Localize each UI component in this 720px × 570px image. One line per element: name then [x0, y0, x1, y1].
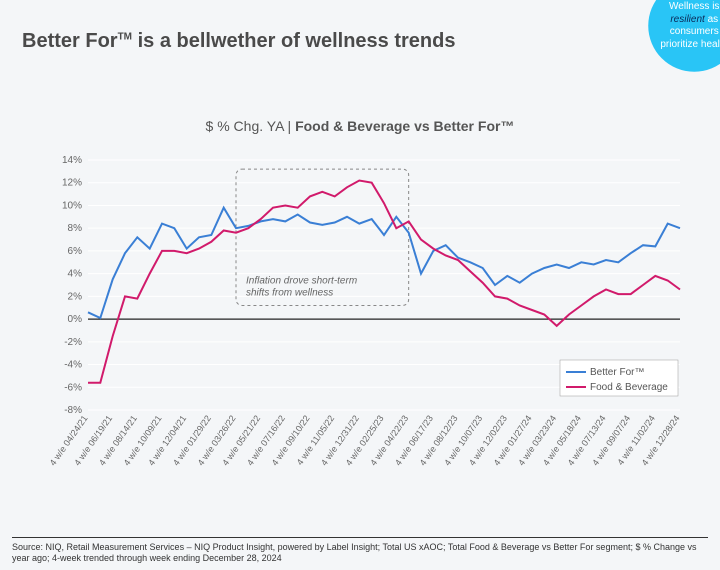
- callout-line2: as: [705, 13, 718, 24]
- page-title: Better ForTM is a bellwether of wellness…: [22, 30, 455, 53]
- svg-text:Inflation drove short-term: Inflation drove short-term: [246, 275, 357, 286]
- callout-line3: consumers prioritize health: [660, 26, 720, 50]
- svg-text:4%: 4%: [68, 269, 83, 280]
- svg-text:-2%: -2%: [64, 337, 82, 348]
- svg-text:2%: 2%: [68, 291, 83, 302]
- svg-text:-8%: -8%: [64, 405, 82, 416]
- chart-svg: -8% -6% -4% -2% 0% 2% 4% 6% 8% 10% 12% 14% Inflation…: [40, 150, 690, 500]
- title-tm: TM: [118, 31, 132, 42]
- svg-text:Food & Beverage: Food & Beverage: [590, 382, 668, 393]
- callout-badge: Wellness is resilient as consumers prior…: [648, 0, 720, 72]
- line-chart: -8% -6% -4% -2% 0% 2% 4% 6% 8% 10% 12% 14% Inflation…: [40, 150, 690, 500]
- svg-text:-4%: -4%: [64, 360, 82, 371]
- callout-line1: Wellness is: [669, 1, 719, 12]
- svg-text:8%: 8%: [68, 223, 83, 234]
- svg-text:-6%: -6%: [64, 382, 82, 393]
- chart-title: $ % Chg. YA | Food & Beverage vs Better …: [0, 118, 720, 134]
- chart-title-bold: Food & Beverage vs Better For™: [295, 118, 514, 134]
- source-footer: Source: NIQ, Retail Measurement Services…: [12, 537, 708, 565]
- svg-text:10%: 10%: [62, 200, 82, 211]
- svg-text:0%: 0%: [68, 314, 83, 325]
- svg-text:6%: 6%: [68, 246, 83, 257]
- title-post: is a bellwether of wellness trends: [132, 30, 455, 52]
- slide: Better ForTM is a bellwether of wellness…: [0, 0, 720, 570]
- svg-text:shifts from wellness: shifts from wellness: [246, 287, 333, 298]
- svg-text:14%: 14%: [62, 155, 82, 166]
- callout-emph: resilient: [670, 13, 704, 24]
- callout-text: Wellness is resilient as consumers prior…: [648, 0, 720, 59]
- svg-text:Better For™: Better For™: [590, 367, 644, 378]
- chart-title-prefix: $ % Chg. YA |: [206, 118, 296, 134]
- title-pre: Better For: [22, 30, 118, 52]
- svg-text:12%: 12%: [62, 178, 82, 189]
